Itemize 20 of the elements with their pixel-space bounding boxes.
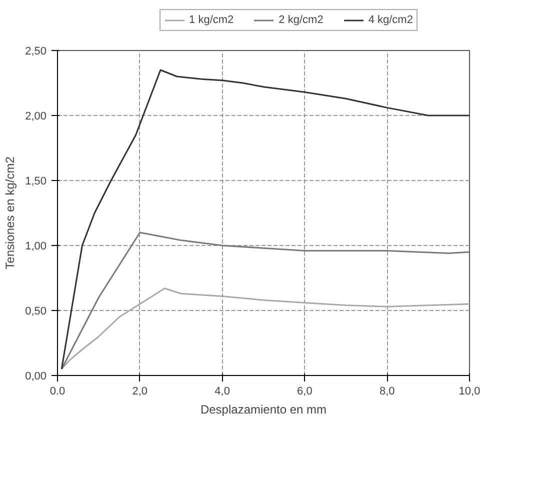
y-tick-label: 2,50 <box>25 46 47 58</box>
x-tick-label: 0.0 <box>50 386 66 398</box>
line-series <box>60 232 470 370</box>
legend-label: 1 kg/cm2 <box>189 14 234 26</box>
x-tick-label: 8,0 <box>379 386 395 398</box>
x-tick-label: 6,0 <box>297 386 312 398</box>
x-tick-label: 10,0 <box>458 386 480 398</box>
x-axis-title: Desplazamiento en mm <box>200 402 327 416</box>
y-axis-title: Tensiones en kg/cm2 <box>3 156 18 270</box>
x-tick-label: 4,0 <box>214 386 230 398</box>
y-tick-label: 1,50 <box>25 176 47 188</box>
legend-label: 4 kg/cm2 <box>368 14 413 26</box>
x-tick-label: 2,0 <box>132 386 148 398</box>
line-series <box>60 69 470 370</box>
y-tick-label: 2,00 <box>25 110 47 122</box>
legend-label: 2 kg/cm2 <box>278 14 324 26</box>
y-tick-label: 0,50 <box>25 306 47 318</box>
line-series <box>60 288 470 370</box>
y-tick-label: 1,00 <box>25 240 47 252</box>
y-tick-label: 0,00 <box>25 370 47 382</box>
